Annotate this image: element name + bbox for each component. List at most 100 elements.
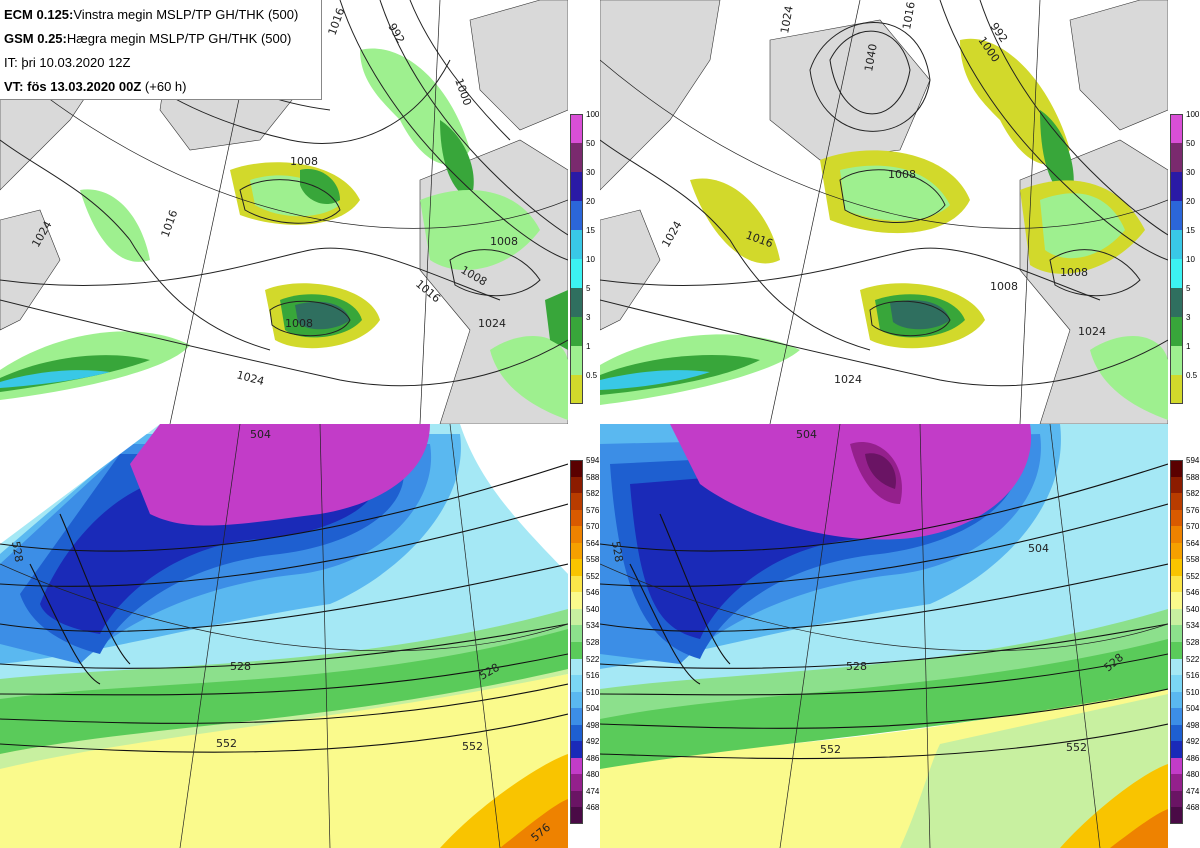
colorbar-swatch xyxy=(570,658,583,676)
isobar-label: 1024 xyxy=(778,5,796,35)
colorbar-tick-label: 498 xyxy=(586,720,600,730)
colorbar-swatch xyxy=(1170,288,1183,317)
colorbar-tick-label: 522 xyxy=(1186,654,1200,664)
colorbar-swatch xyxy=(570,114,583,143)
colorbar-tick-label: 558 xyxy=(586,555,600,565)
colorbar-swatch xyxy=(1170,201,1183,230)
colorbar-tick-label: 492 xyxy=(1186,737,1200,747)
model-1-label: ECM 0.125: xyxy=(4,7,74,22)
init-time: IT: þri 10.03.2020 12Z xyxy=(4,55,131,70)
colorbar-tick-label: 1 xyxy=(1186,342,1191,351)
thickness-colorbar: 594 588 582 576 570 564 558 552 546 540 534 528 522 5… xyxy=(1170,456,1200,825)
colorbar-tick-label: 504 xyxy=(586,704,600,714)
isobar-label: 1040 xyxy=(862,43,880,73)
colorbar-tick-label: 10 xyxy=(586,255,595,264)
colorbar-tick-label: 5 xyxy=(586,284,591,293)
colorbar-tick-label: 498 xyxy=(1186,720,1200,730)
colorbar-swatch xyxy=(1170,460,1183,477)
colorbar-swatch xyxy=(1170,774,1183,792)
gsm-mslp-precip-map: 1024 1040 1016 1008 992 1000 1024 1016 1… xyxy=(600,0,1168,424)
thickness-label: 552 xyxy=(1066,741,1087,754)
colorbar-tick-label: 588 xyxy=(586,472,600,482)
colorbar-swatch xyxy=(1170,230,1183,259)
colorbar-swatch xyxy=(570,625,583,643)
colorbar-tick-label: 576 xyxy=(1186,505,1200,515)
colorbar-tick-label: 468 xyxy=(586,803,600,813)
colorbar-swatch xyxy=(570,708,583,726)
colorbar-swatch xyxy=(1170,790,1183,808)
colorbar-tick-label: 20 xyxy=(1186,197,1195,206)
colorbar-tick-label: 534 xyxy=(1186,621,1200,631)
colorbar-swatch xyxy=(570,317,583,346)
colorbar-swatch xyxy=(1170,708,1183,726)
colorbar-tick-label: 588 xyxy=(1186,472,1200,482)
isobar-label: 1024 xyxy=(834,373,862,386)
colorbar-tick-label: 15 xyxy=(1186,226,1195,235)
ecm-thickness-map: 504 528 528 552 552 528 576 xyxy=(0,424,568,848)
colorbar-swatch xyxy=(570,259,583,288)
thickness-label: 528 xyxy=(9,540,25,563)
colorbar-tick-label: 50 xyxy=(586,139,595,148)
colorbar-tick-label: 0.5 xyxy=(1186,371,1198,380)
colorbar-swatch xyxy=(570,542,583,560)
colorbar-tick-label: 474 xyxy=(586,786,600,796)
colorbar-swatch xyxy=(1170,559,1183,577)
colorbar-tick-label: 564 xyxy=(586,538,600,548)
colorbar-tick-label: 534 xyxy=(586,621,600,631)
colorbar-tick-label: 30 xyxy=(1186,168,1195,177)
colorbar-tick-label: 570 xyxy=(1186,522,1200,532)
colorbar-swatch xyxy=(1170,143,1183,172)
isobar-label: 1008 xyxy=(1060,266,1088,279)
colorbar-tick-label: 480 xyxy=(586,770,600,780)
colorbar-swatch xyxy=(1170,375,1183,404)
isobar-label: 1008 xyxy=(990,280,1018,293)
colorbar-swatch xyxy=(570,493,583,511)
colorbar-tick-label: 552 xyxy=(586,571,600,581)
colorbar-swatch xyxy=(570,691,583,709)
colorbar-tick-label: 540 xyxy=(586,604,600,614)
colorbar-tick-label: 468 xyxy=(1186,803,1200,813)
colorbar-tick-label: 570 xyxy=(586,522,600,532)
colorbar-swatch xyxy=(1170,691,1183,709)
colorbar-tick-label: 516 xyxy=(586,671,600,681)
colorbar-tick-label: 100 xyxy=(1186,110,1200,119)
model-1-desc: Vinstra megin MSLP/TP GH/THK (500) xyxy=(73,7,299,22)
precip-colorbar: 100 50 30 20 15 10 5 3 1 0.5 xyxy=(570,110,602,404)
colorbar-swatch xyxy=(570,476,583,494)
colorbar-tick-label: 486 xyxy=(1186,753,1200,763)
colorbar-tick-label: 528 xyxy=(586,638,600,647)
isobar-label: 1024 xyxy=(478,317,506,330)
colorbar-swatch xyxy=(1170,608,1183,626)
thickness-label: 552 xyxy=(462,740,483,753)
colorbar-tick-label: 504 xyxy=(1186,704,1200,714)
colorbar-swatch xyxy=(1170,346,1183,375)
colorbar-tick-label: 30 xyxy=(586,168,595,177)
colorbar-swatch xyxy=(1170,658,1183,676)
thickness-label: 504 xyxy=(796,428,817,441)
colorbar-swatch xyxy=(570,774,583,792)
colorbar-swatch xyxy=(1170,493,1183,511)
colorbar-tick-label: 594 xyxy=(1186,456,1200,465)
colorbar-tick-label: 582 xyxy=(586,489,600,499)
colorbar-tick-label: 100 xyxy=(586,110,600,119)
colorbar-swatch xyxy=(570,592,583,610)
colorbar-swatch xyxy=(570,642,583,659)
colorbar-tick-label: 594 xyxy=(586,456,600,465)
colorbar-swatch xyxy=(1170,172,1183,201)
colorbar-swatch xyxy=(1170,675,1183,693)
colorbar-swatch xyxy=(570,201,583,230)
colorbar-tick-label: 474 xyxy=(1186,786,1200,796)
colorbar-swatch xyxy=(1170,625,1183,643)
colorbar-swatch xyxy=(1170,807,1183,825)
colorbar-tick-label: 510 xyxy=(1186,687,1200,697)
colorbar-swatch xyxy=(570,460,583,477)
colorbar-tick-label: 546 xyxy=(1186,588,1200,598)
colorbar-swatch xyxy=(570,172,583,201)
colorbar-tick-label: 528 xyxy=(1186,638,1200,647)
colorbar-swatch xyxy=(1170,724,1183,742)
colorbar-tick-label: 546 xyxy=(586,588,600,598)
isobar-label: 1008 xyxy=(888,168,916,181)
colorbar-swatch xyxy=(1170,575,1183,593)
colorbar-swatch xyxy=(570,375,583,404)
thickness-colorbar: 594 588 582 576 570 564 558 552 546 540 534 528 522 5… xyxy=(570,456,602,825)
